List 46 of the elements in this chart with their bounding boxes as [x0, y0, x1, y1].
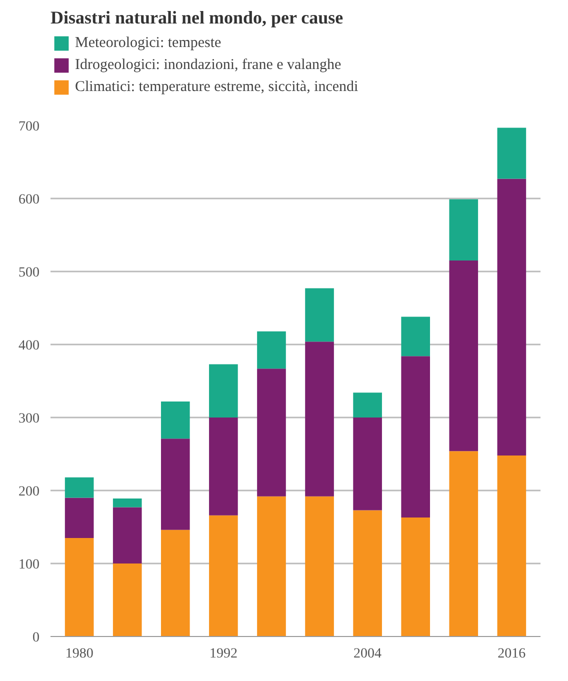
bar: [64, 498, 94, 538]
bar: [353, 392, 382, 418]
x-tick-label: 2016: [498, 646, 526, 662]
legend-label: Idrogeologici: inondazioni, frane e valanghe: [75, 56, 342, 74]
y-tick-label: 700: [18, 120, 40, 134]
bar: [209, 364, 238, 418]
chart-title: Disastri naturali nel mondo, per cause: [50, 8, 344, 28]
y-tick-label: 100: [18, 558, 40, 572]
bar: [305, 288, 334, 342]
bar: [401, 518, 430, 636]
y-tick-label: 600: [18, 192, 40, 208]
bar: [305, 496, 334, 636]
y-tick-label: 400: [18, 338, 40, 354]
bar: [257, 496, 286, 636]
bar: [401, 356, 430, 518]
bar: [305, 342, 334, 496]
legend-label: Meteorologici: tempeste: [75, 34, 222, 52]
bar: [160, 438, 190, 530]
y-tick-label: 0: [32, 630, 40, 646]
bar: [209, 418, 238, 516]
y-tick-label: 300: [18, 412, 40, 426]
bar: [112, 507, 142, 564]
bar: [257, 368, 286, 496]
bar: [353, 510, 382, 636]
bar: [112, 564, 142, 636]
x-tick-label: 2004: [354, 646, 382, 662]
y-tick-label: 500: [18, 266, 40, 280]
bar: [160, 401, 190, 439]
x-tick-label: 1980: [65, 646, 94, 662]
bar: [112, 498, 142, 508]
bar: [160, 530, 190, 636]
bar: [449, 260, 478, 452]
bar: [64, 477, 94, 498]
bar: [449, 451, 478, 636]
bar: [209, 515, 238, 636]
bar: [497, 128, 526, 179]
legend-label: Climatici: temperature estreme, siccità, incendi: [75, 78, 358, 96]
bar: [257, 331, 286, 369]
y-tick-label: 200: [18, 484, 40, 500]
x-tick-label: 1992: [209, 646, 238, 662]
bar: [64, 538, 94, 636]
bar: [497, 178, 526, 456]
bar: [497, 455, 526, 636]
bar: [353, 418, 382, 510]
bar: [401, 316, 430, 356]
bar: [449, 199, 478, 261]
